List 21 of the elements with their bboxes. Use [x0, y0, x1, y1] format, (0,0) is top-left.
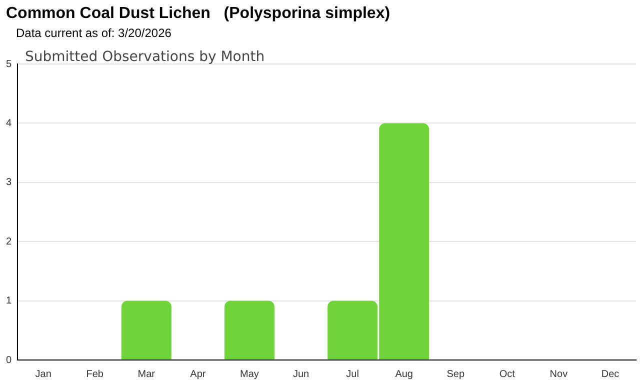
x-tick-label: Jul	[346, 368, 359, 380]
annotation: Submitted Observations by Month	[25, 49, 265, 65]
x-tick-label: May	[240, 368, 259, 380]
y-tick-label: 0	[6, 354, 12, 366]
x-tick-label: Feb	[86, 368, 104, 380]
x-tick-label: Apr	[190, 368, 206, 380]
y-tick-label: 1	[6, 296, 12, 307]
x-tick-label: Dec	[601, 368, 620, 380]
y-tick-label: 4	[6, 118, 12, 129]
chart-title: Common Coal Dust Lichen (Polysporina simplex)	[6, 5, 390, 23]
x-tick-label: Jan	[35, 368, 52, 380]
x-tick-label: Jun	[292, 368, 310, 380]
x-tick-label: Nov	[550, 368, 568, 380]
x-tick-label: Aug	[395, 368, 413, 380]
x-tick-label: Oct	[499, 368, 516, 380]
x-tick-label: Sep	[446, 368, 465, 380]
chart-subtitle: Data current as of: 3/20/2026	[16, 26, 172, 40]
y-tick-label: 5	[6, 58, 12, 70]
x-tick-label: Mar	[138, 368, 156, 380]
y-tick-label: 2	[6, 236, 12, 248]
y-tick-label: 3	[6, 177, 12, 188]
